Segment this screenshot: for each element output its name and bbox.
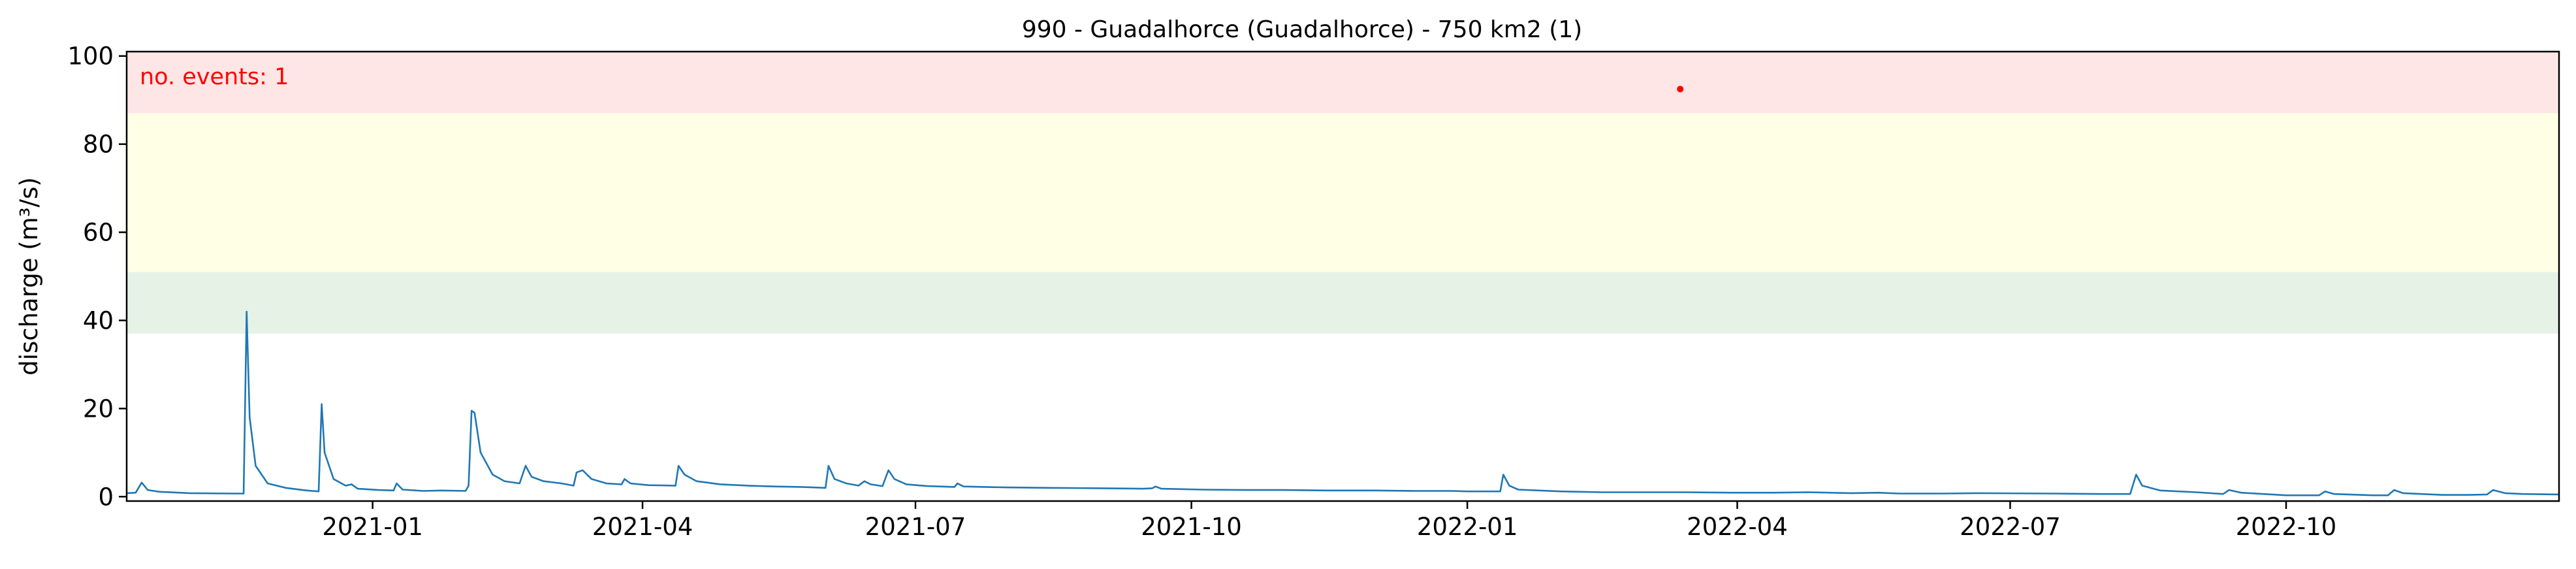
y-axis-label: discharge (m³/s) <box>15 177 43 376</box>
y-axis: 0 20 40 60 80 100 <box>67 42 127 511</box>
y-tick-label: 20 <box>83 395 114 423</box>
x-tick-label: 2021-07 <box>865 513 966 541</box>
event-point <box>1677 86 1684 93</box>
x-tick-label: 2022-01 <box>1417 513 1518 541</box>
series-group <box>126 310 2560 496</box>
x-axis: 2021-01 2021-04 2021-07 2021-10 2022-01 2022-… <box>322 501 2336 541</box>
y-tick-label: 0 <box>98 483 114 511</box>
y-tick-label: 100 <box>67 42 114 71</box>
x-tick-label: 2022-07 <box>1960 513 2061 541</box>
x-tick-label: 2022-10 <box>2236 513 2337 541</box>
events-count-label: no. events: 1 <box>140 64 289 90</box>
chart-title: 990 - Guadalhorce (Guadalhorce) - 750 km… <box>1022 16 1582 43</box>
x-tick-label: 2022-04 <box>1687 513 1788 541</box>
x-tick-label: 2021-10 <box>1141 513 1242 541</box>
threshold-band-3 <box>127 52 2559 114</box>
threshold-band-1 <box>127 272 2559 334</box>
plot-frame <box>125 50 2560 502</box>
threshold-band-2 <box>127 113 2559 272</box>
y-tick-label: 40 <box>83 306 114 334</box>
x-tick-label: 2021-01 <box>322 513 423 541</box>
threshold-bands <box>127 52 2559 334</box>
discharge-series-line <box>126 310 2560 496</box>
y-tick-label: 80 <box>83 131 114 159</box>
event-markers <box>1677 86 1684 93</box>
y-tick-label: 60 <box>83 219 114 247</box>
x-tick-label: 2021-04 <box>592 513 693 541</box>
